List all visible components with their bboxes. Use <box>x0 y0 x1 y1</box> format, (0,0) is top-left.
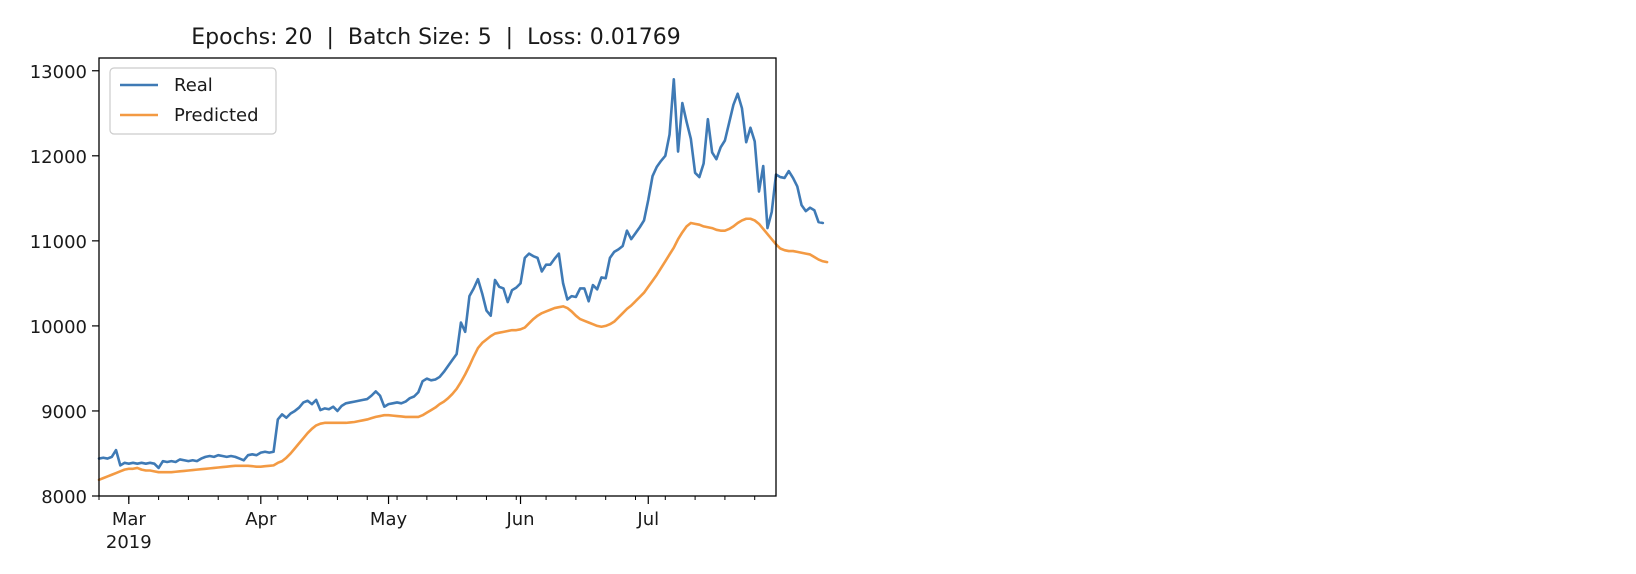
y-tick-label: 13000 <box>30 62 87 83</box>
y-tick-label: 9000 <box>41 402 87 423</box>
chart-title: Epochs: 20 | Batch Size: 5 | Loss: 0.017… <box>191 25 680 50</box>
y-tick-label: 10000 <box>30 317 87 338</box>
x-tick-label: Jul <box>636 509 659 530</box>
x-tick-sublabel: 2019 <box>106 532 152 553</box>
x-tick-label: May <box>370 509 408 530</box>
plot-area <box>97 77 829 482</box>
x-tick-label: Jun <box>505 509 534 530</box>
x-tick-label: Apr <box>245 509 277 530</box>
x-tick-label: Mar <box>112 509 147 530</box>
series-line-real <box>97 77 825 470</box>
y-tick-label: 8000 <box>41 487 87 508</box>
y-tick-label: 12000 <box>30 147 87 168</box>
legend-label-real: Real <box>174 75 213 96</box>
y-tick-label: 11000 <box>30 232 87 253</box>
legend-label-predicted: Predicted <box>174 105 259 126</box>
legend: Real Predicted <box>109 67 277 135</box>
plot-frame <box>98 57 777 497</box>
series-line-predicted <box>97 217 829 482</box>
